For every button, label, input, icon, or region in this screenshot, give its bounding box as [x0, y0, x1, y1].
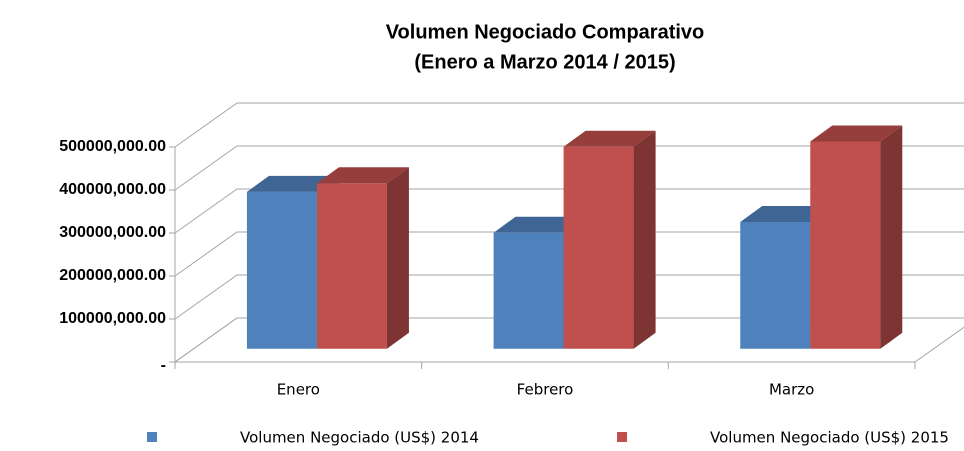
bar-front — [493, 232, 564, 349]
grid-line — [174, 231, 964, 277]
y-tick-label: 300000,000.00 — [59, 224, 166, 241]
grid-line — [174, 188, 964, 234]
bar-side — [386, 167, 409, 349]
bar-top — [246, 175, 339, 192]
bar-top — [563, 130, 656, 147]
x-tick-label: Enero — [277, 381, 320, 399]
bar-front — [316, 183, 387, 349]
legend-swatch — [147, 432, 157, 442]
bar-front — [740, 221, 811, 349]
bar — [563, 130, 656, 349]
x-tick-label: Febrero — [517, 381, 574, 399]
y-tick-label: 100000,000.00 — [59, 310, 166, 327]
bar-top — [740, 205, 833, 222]
bar-top — [316, 167, 409, 184]
bar-top — [493, 216, 586, 233]
chart-title: Volumen Negociado Comparativo — [386, 21, 705, 43]
grid-line — [174, 102, 964, 148]
grid-line — [174, 317, 964, 363]
bar-front — [810, 141, 881, 349]
bar — [316, 167, 409, 349]
y-tick-label: 200000,000.00 — [59, 267, 166, 284]
bar-top — [810, 125, 903, 142]
bar — [810, 125, 903, 349]
grid-line — [174, 274, 964, 320]
y-tick-label: 400000,000.00 — [59, 181, 166, 198]
grid-line — [174, 145, 964, 191]
bar-side — [633, 130, 656, 349]
x-tick-label: Marzo — [769, 381, 814, 399]
bar-front — [246, 191, 317, 349]
chart-subtitle: (Enero a Marzo 2014 / 2015) — [414, 51, 675, 73]
bar-side — [880, 125, 903, 349]
y-tick-label: - — [161, 357, 166, 374]
y-tick-label: 500000,000.00 — [59, 138, 166, 155]
legend-swatch — [617, 432, 627, 442]
bar-front — [563, 146, 634, 349]
legend-label: Volumen Negociado (US$) 2014 — [240, 429, 479, 447]
legend-label: Volumen Negociado (US$) 2015 — [710, 429, 949, 447]
